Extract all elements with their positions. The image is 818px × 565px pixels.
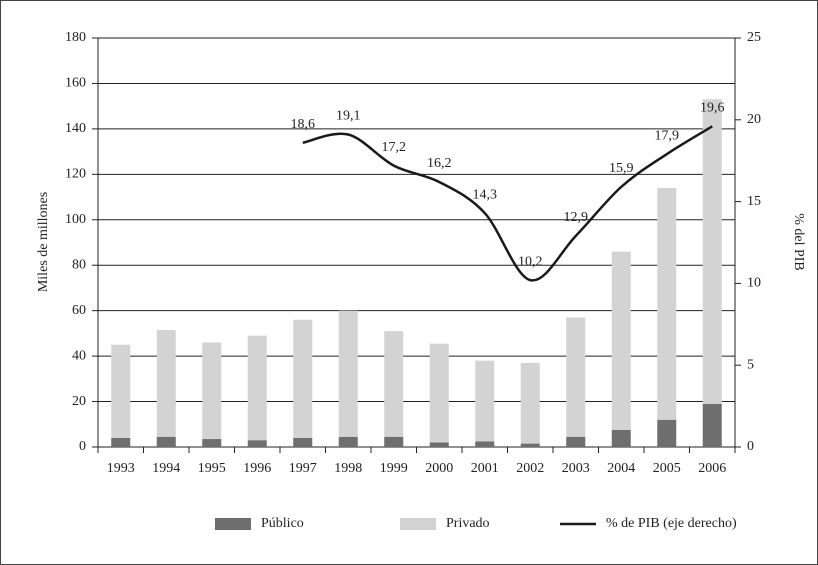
legend-label: Público — [261, 516, 304, 531]
y-tick-label: 20 — [72, 394, 86, 409]
x-tick-label: 2004 — [607, 461, 635, 476]
data-label: 18,6 — [291, 117, 316, 132]
y2-tick-label: 5 — [747, 357, 754, 372]
x-tick-label: 2001 — [471, 461, 499, 476]
bar — [657, 187, 677, 420]
y-axis-label: Miles de millones — [36, 192, 51, 292]
bar — [293, 437, 313, 447]
y-tick-label: 160 — [65, 76, 86, 91]
x-tick-label: 2002 — [516, 461, 544, 476]
y2-tick-label: 25 — [747, 30, 761, 45]
y2-axis-label: % del PIB — [791, 213, 806, 271]
bar — [702, 403, 722, 447]
x-tick-label: 1999 — [380, 461, 408, 476]
y-tick-label: 80 — [72, 257, 86, 272]
data-label: 12,9 — [564, 210, 589, 225]
bar — [247, 440, 267, 447]
data-label: 16,2 — [427, 156, 452, 171]
bar — [384, 331, 404, 437]
x-tick-label: 1993 — [107, 461, 135, 476]
bar — [202, 342, 222, 440]
data-label: 17,9 — [655, 128, 680, 143]
bar — [702, 99, 722, 404]
bar — [202, 439, 222, 447]
y-tick-label: 120 — [65, 167, 86, 182]
y2-tick-label: 15 — [747, 194, 761, 209]
legend-label: % de PIB (eje derecho) — [606, 516, 737, 531]
x-tick-label: 1995 — [198, 461, 226, 476]
bar — [338, 310, 358, 437]
y-tick-label: 0 — [79, 439, 86, 454]
data-label: 10,2 — [518, 254, 543, 269]
legend-label: Privado — [446, 516, 490, 531]
x-tick-label: 2006 — [698, 461, 726, 476]
bar — [338, 436, 358, 447]
line — [302, 125, 713, 282]
bar — [520, 362, 540, 444]
x-tick-label: 2005 — [653, 461, 681, 476]
data-label: 14,3 — [473, 187, 498, 202]
x-tick-label: 1998 — [334, 461, 362, 476]
data-label: 17,2 — [382, 140, 407, 155]
bar — [611, 251, 631, 430]
legend-swatch — [215, 518, 251, 530]
y-tick-label: 60 — [72, 303, 86, 318]
bar — [657, 419, 677, 447]
x-tick-label: 1996 — [243, 461, 271, 476]
x-tick-label: 2000 — [425, 461, 453, 476]
bar — [111, 437, 131, 447]
y-tick-label: 40 — [72, 348, 86, 363]
y2-tick-label: 0 — [747, 439, 754, 454]
bar — [566, 317, 586, 437]
legend-swatch — [400, 518, 436, 530]
y2-tick-label: 10 — [747, 276, 761, 291]
bar — [475, 441, 495, 447]
x-tick-label: 1994 — [152, 461, 180, 476]
bar — [156, 436, 176, 447]
bar — [111, 344, 131, 438]
data-label: 19,6 — [700, 101, 725, 116]
data-label: 19,1 — [336, 109, 361, 124]
bar — [475, 360, 495, 442]
bar — [520, 443, 540, 447]
y-tick-label: 100 — [65, 212, 86, 227]
bar — [293, 319, 313, 438]
bar — [384, 436, 404, 447]
data-label: 15,9 — [609, 161, 634, 176]
bar — [247, 335, 267, 441]
y-tick-label: 140 — [65, 121, 86, 136]
y-tick-label: 180 — [65, 30, 86, 45]
bar — [429, 343, 449, 443]
y2-tick-label: 20 — [747, 112, 761, 127]
bar — [566, 436, 586, 447]
bar — [156, 329, 176, 437]
bar — [429, 442, 449, 447]
bar — [611, 429, 631, 447]
x-tick-label: 2003 — [562, 461, 590, 476]
x-tick-label: 1997 — [289, 461, 317, 476]
